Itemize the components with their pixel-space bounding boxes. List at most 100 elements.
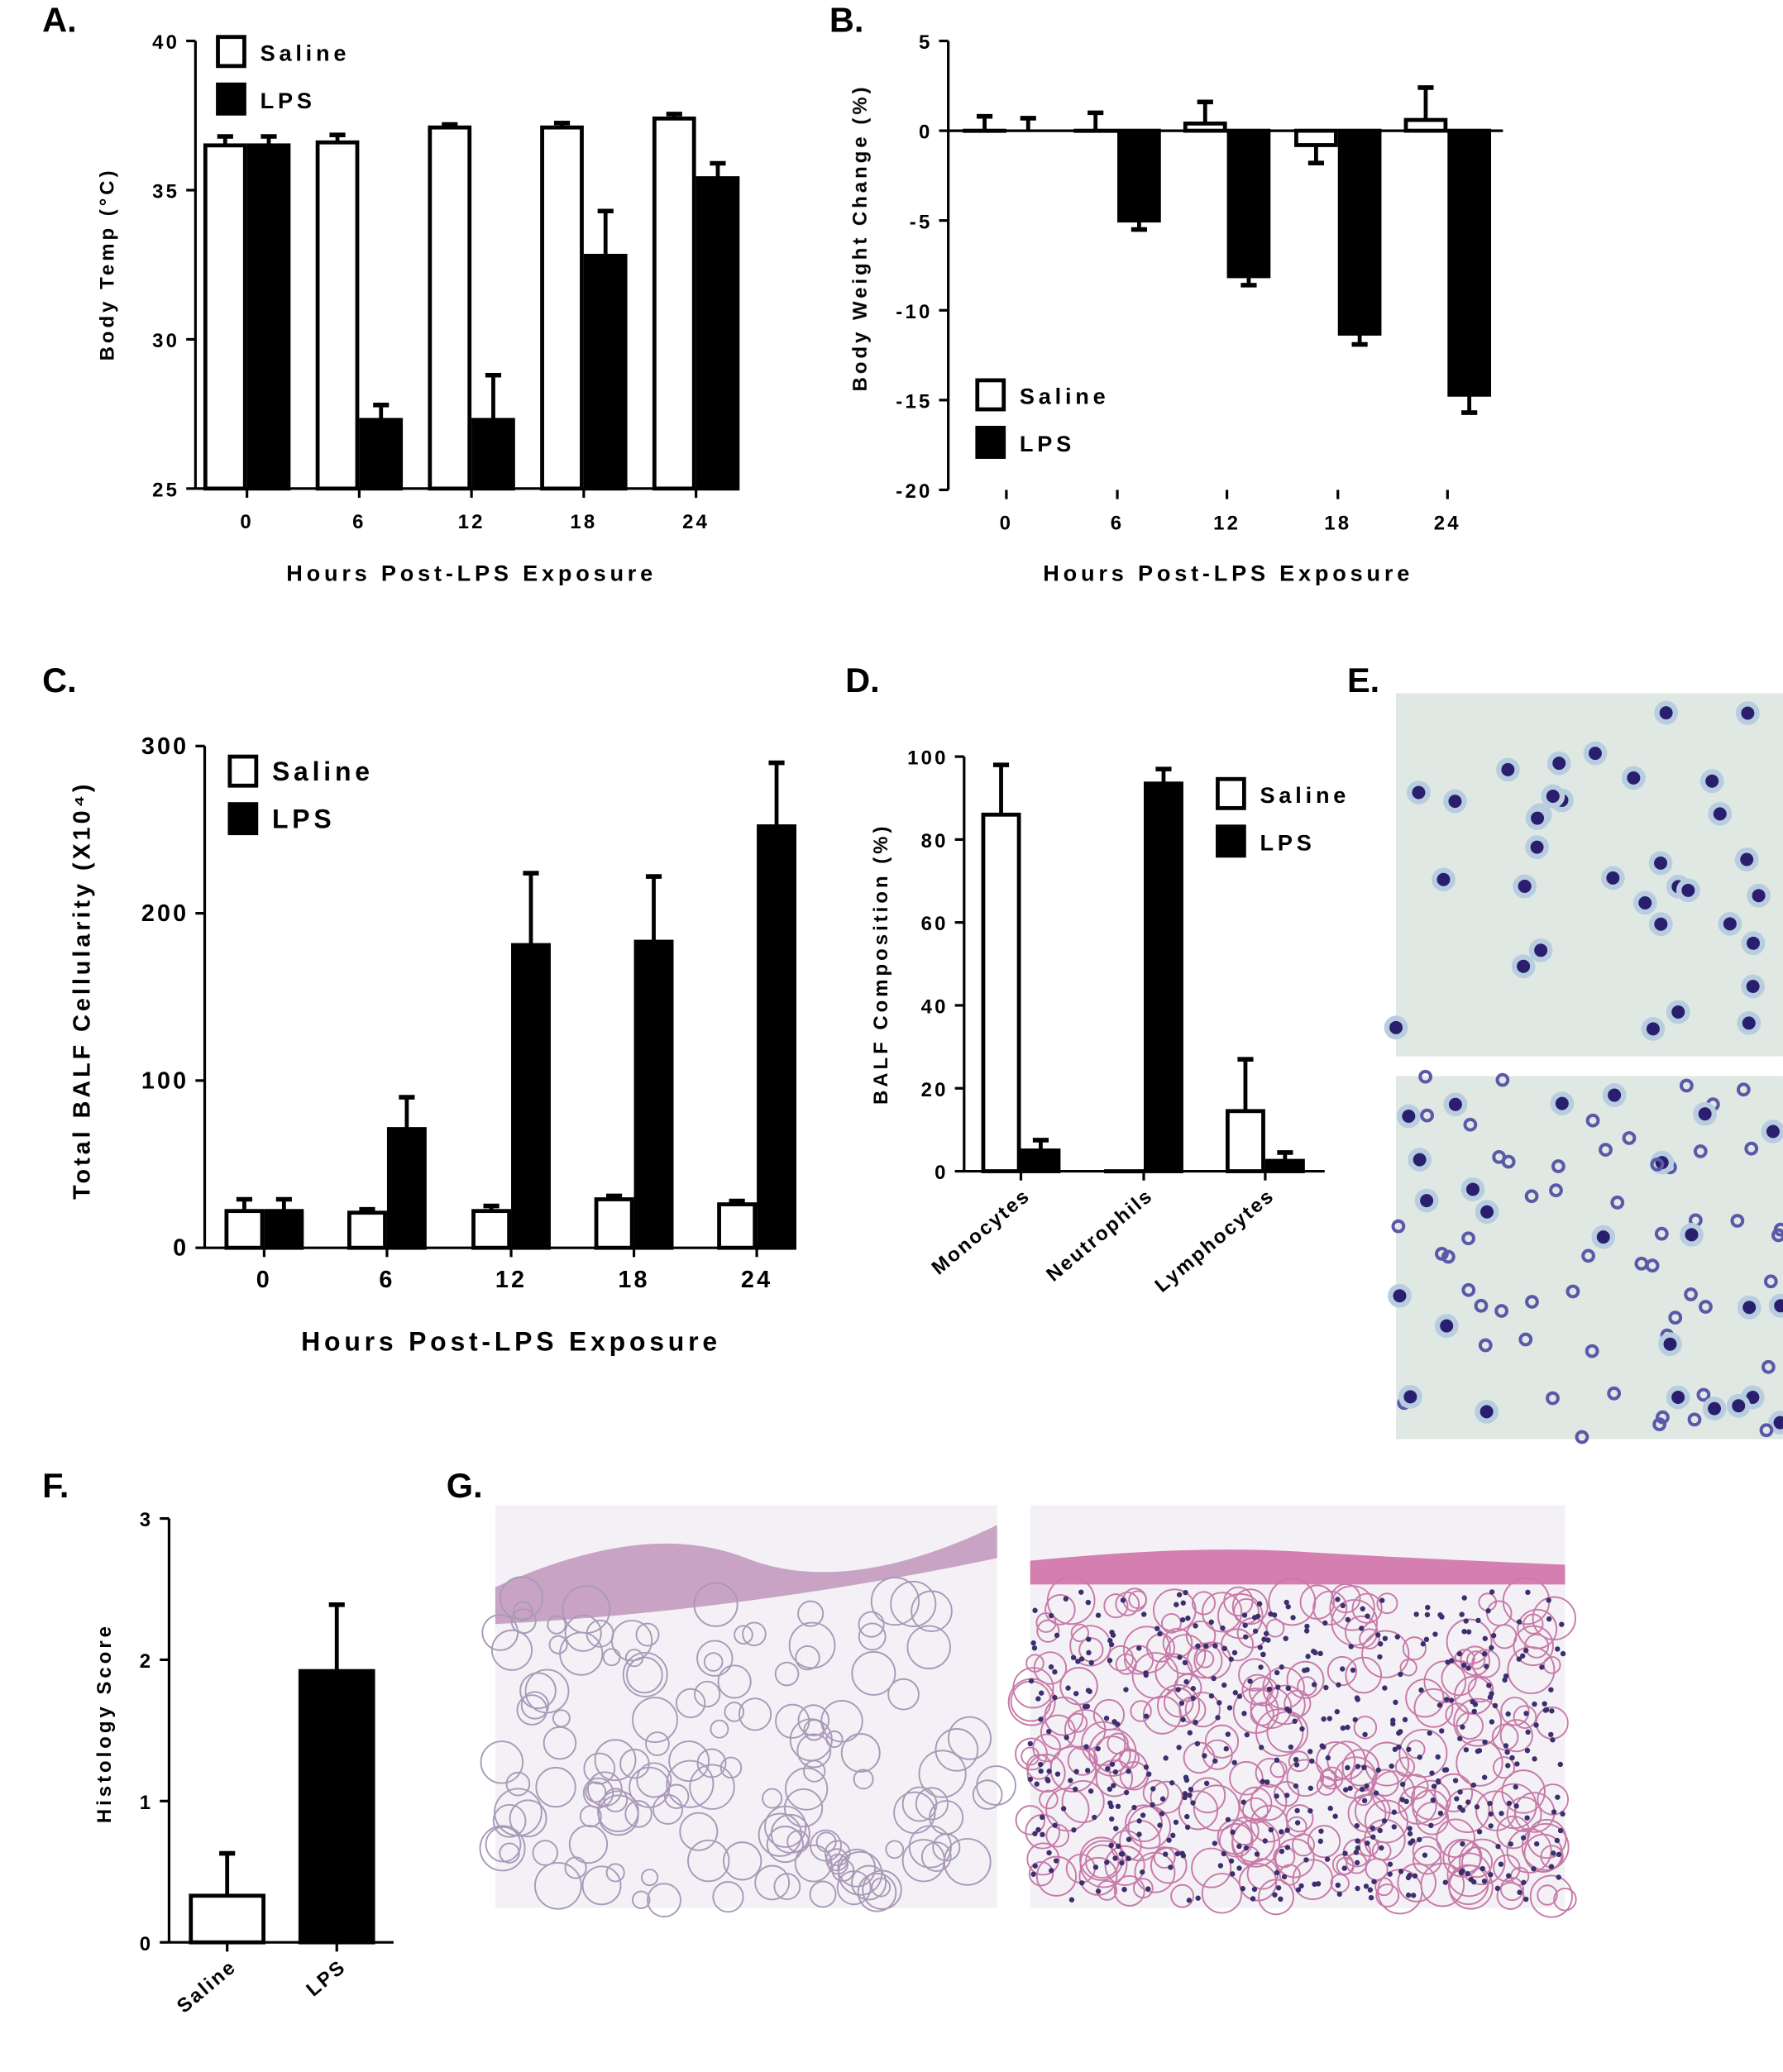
inflammatory-cell [1230, 1871, 1235, 1876]
inflammatory-cell [1052, 1669, 1057, 1674]
inflammatory-cell [1437, 1612, 1442, 1617]
inflammatory-cell [1304, 1624, 1309, 1629]
inflammatory-cell [1359, 1626, 1364, 1630]
inflammatory-cell [1489, 1812, 1494, 1817]
inflammatory-cell [1376, 1768, 1381, 1773]
inflammatory-cell [1323, 1685, 1328, 1690]
inflammatory-cell [1525, 1730, 1530, 1735]
inflammatory-cell [1052, 1695, 1057, 1700]
inflammatory-cell [1336, 1883, 1341, 1888]
y-tick-label: 2 [140, 1650, 154, 1673]
bar-saline [1296, 131, 1336, 145]
inflammatory-cell [1089, 1660, 1094, 1665]
inflammatory-cell [1506, 1873, 1511, 1878]
inflammatory-cell [1304, 1667, 1309, 1672]
bar-lps [1119, 131, 1159, 221]
inflammatory-cell [1400, 1782, 1405, 1787]
inflammatory-cell [1487, 1801, 1492, 1806]
inflammatory-cell [1190, 1800, 1195, 1805]
inflammatory-cell [1406, 1747, 1411, 1752]
y-tick-label: 0 [919, 122, 933, 144]
inflammatory-cell [1141, 1611, 1146, 1616]
inflammatory-cell [1437, 1702, 1442, 1707]
inflammatory-cell [1086, 1650, 1091, 1655]
inflammatory-cell [1211, 1676, 1216, 1681]
inflammatory-cell [1267, 1687, 1272, 1692]
inflammatory-cell [1369, 1895, 1374, 1900]
inflammatory-cell [1475, 1804, 1479, 1809]
y-tick-label: 40 [152, 31, 179, 54]
inflammatory-cell [1392, 1810, 1397, 1815]
inflammatory-cell [1093, 1864, 1098, 1869]
inflammatory-cell [1459, 1870, 1464, 1875]
inflammatory-cell [1212, 1759, 1217, 1764]
cell-nucleus [1534, 943, 1547, 957]
inflammatory-cell [1086, 1636, 1091, 1641]
bar-saline [654, 118, 694, 489]
inflammatory-cell [1507, 1801, 1512, 1806]
inflammatory-cell [1069, 1898, 1074, 1903]
inflammatory-cell [1113, 1769, 1118, 1774]
inflammatory-cell [1504, 1750, 1509, 1755]
inflammatory-cell [1073, 1787, 1078, 1792]
bar-saline [227, 1211, 262, 1248]
inflammatory-cell [1145, 1886, 1150, 1891]
inflammatory-cell [1046, 1729, 1051, 1734]
x-tick-label: 0 [1000, 512, 1014, 534]
cell-nucleus [1705, 775, 1718, 788]
inflammatory-cell [1398, 1672, 1403, 1677]
inflammatory-cell [1345, 1725, 1350, 1730]
bar-saline [349, 1213, 385, 1248]
legend-label-saline: Saline [261, 40, 351, 65]
cell-nucleus [1664, 1338, 1677, 1351]
y-tick-label: 300 [141, 733, 189, 760]
inflammatory-cell [1473, 1702, 1478, 1707]
inflammatory-cell [1232, 1760, 1237, 1765]
inflammatory-cell [1263, 1838, 1268, 1843]
y-tick-label: 100 [141, 1067, 189, 1094]
y-tick-label: -15 [896, 390, 932, 413]
inflammatory-cell [1220, 1626, 1225, 1630]
inflammatory-cell [1109, 1843, 1114, 1848]
inflammatory-cell [1396, 1731, 1401, 1735]
inflammatory-cell [1388, 1862, 1393, 1867]
cell-nucleus [1412, 786, 1425, 800]
inflammatory-cell [1318, 1839, 1323, 1844]
inflammatory-cell [1304, 1628, 1309, 1633]
inflammatory-cell [1174, 1820, 1178, 1825]
cell-nucleus [1660, 706, 1673, 719]
inflammatory-cell [1116, 1844, 1121, 1849]
inflammatory-cell [1064, 1597, 1068, 1602]
inflammatory-cell [1255, 1851, 1260, 1856]
inflammatory-cell [1337, 1892, 1342, 1897]
inflammatory-cell [1471, 1783, 1476, 1788]
x-tick-label: LPS [302, 1955, 351, 2001]
inflammatory-cell [1374, 1790, 1379, 1795]
inflammatory-cell [1539, 1664, 1544, 1669]
inflammatory-cell [1410, 1838, 1415, 1843]
inflammatory-cell [1123, 1687, 1128, 1692]
inflammatory-cell [1157, 1631, 1162, 1636]
inflammatory-cell [1028, 1777, 1033, 1782]
inflammatory-cell [1480, 1866, 1485, 1871]
inflammatory-cell [1309, 1759, 1314, 1764]
inflammatory-cell [1460, 1841, 1465, 1846]
x-tick-label: 24 [682, 511, 710, 533]
y-tick-label: 3 [140, 1509, 154, 1531]
inflammatory-cell [1349, 1644, 1354, 1649]
inflammatory-cell [1253, 1629, 1258, 1634]
inflammatory-cell [1396, 1745, 1401, 1750]
inflammatory-cell [1245, 1732, 1250, 1737]
inflammatory-cell [1445, 1659, 1450, 1664]
inflammatory-cell [1312, 1650, 1317, 1655]
bar-lps [266, 1211, 302, 1248]
inflammatory-cell [1218, 1863, 1223, 1868]
x-axis-title: Hours Post-LPS Exposure [286, 561, 657, 586]
inflammatory-cell [1556, 1874, 1561, 1879]
cell-nucleus [1531, 812, 1544, 825]
inflammatory-cell [1049, 1664, 1054, 1669]
bar-lps [300, 1671, 373, 1942]
inflammatory-cell [1355, 1695, 1360, 1700]
y-axis-title: Total BALF Cellularity (X10⁴) [69, 781, 96, 1200]
inflammatory-cell [1355, 1823, 1360, 1828]
